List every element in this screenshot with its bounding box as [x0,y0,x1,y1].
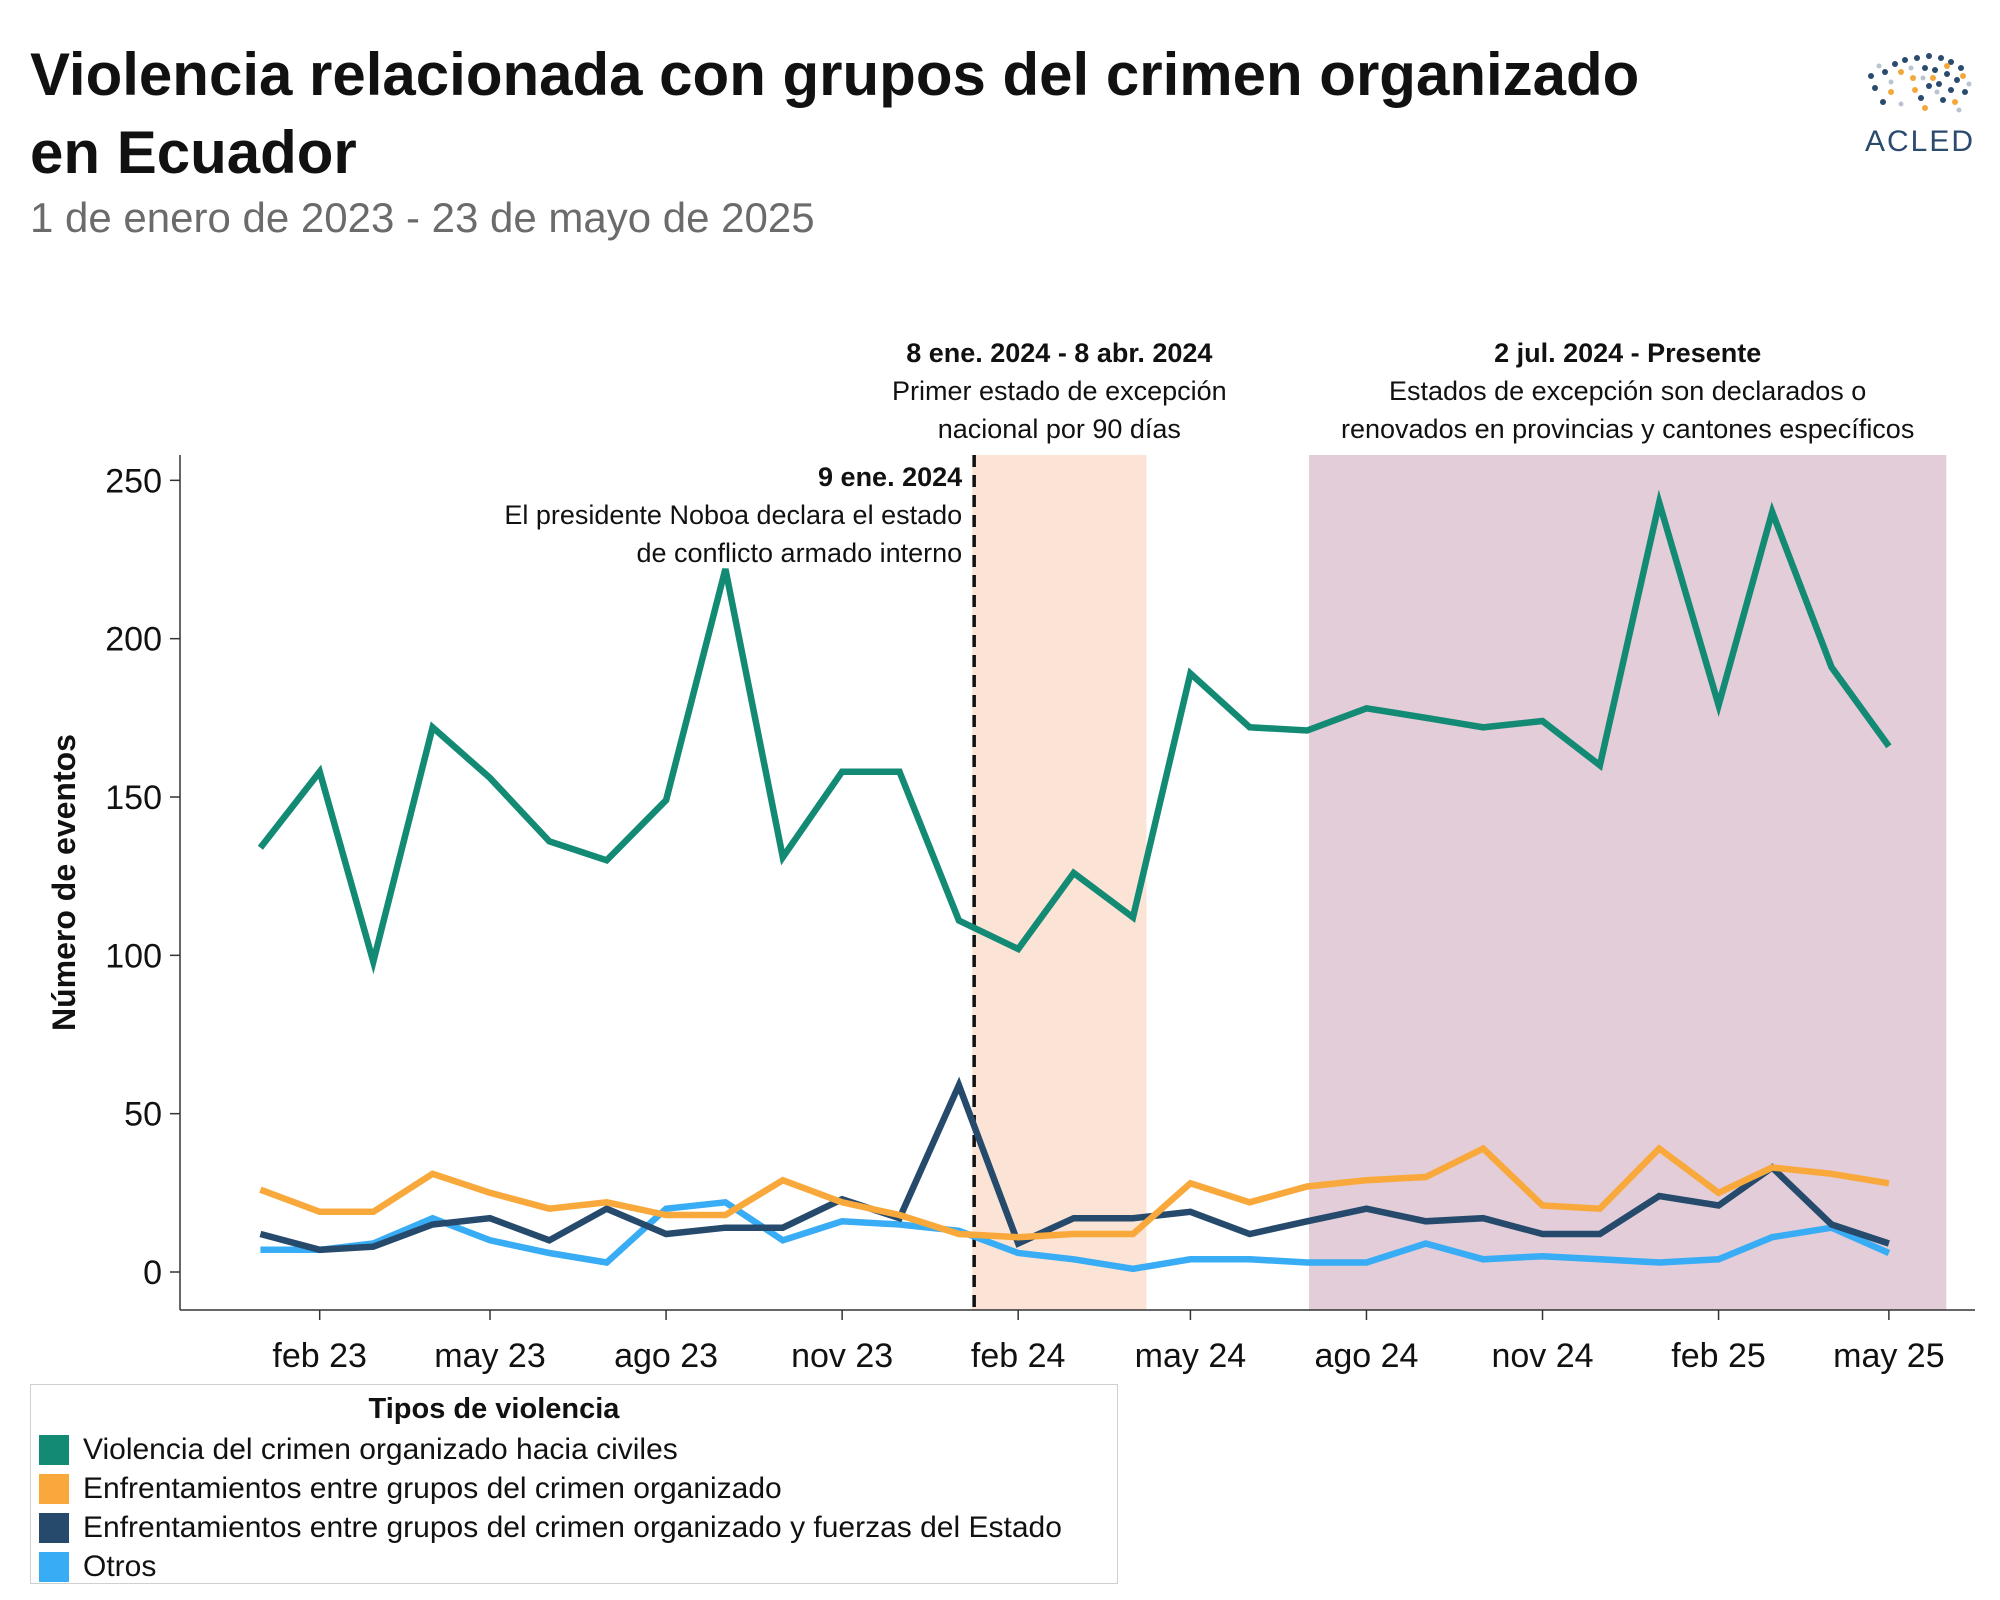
legend-swatch-grupos [39,1473,69,1504]
band-1-text-line-2: nacional por 90 días [938,414,1181,444]
y-tick-label-250: 250 [105,462,162,500]
x-tick-label-9: may 25 [1833,1337,1945,1375]
series-line-4 [260,1198,1891,1273]
legend-title: Tipos de violencia [368,1393,620,1425]
band-2-date-label: 2 jul. 2024 - Presente [1494,338,1761,368]
y-tick-label-150: 150 [105,779,162,817]
legend-label-grupos: Enfrentamientos entre grupos del crimen … [83,1471,782,1505]
chart-title: Violencia relacionada con grupos del cri… [30,41,1640,186]
legend-item-civiles: Violencia del crimen organizado hacia ci… [31,1430,1117,1469]
y-axis-label: Número de eventos [46,734,82,1031]
y-tick-label-50: 50 [124,1096,162,1134]
x-tick-label-7: nov 24 [1491,1337,1593,1375]
x-tick-label-8: feb 25 [1671,1337,1766,1375]
bands-layer [972,455,1947,1310]
series-line-2 [259,1144,1890,1241]
y-tick-label-200: 200 [105,621,162,659]
legend-swatch-estado [39,1512,69,1543]
legend-label-otros: Otros [83,1549,157,1583]
acled-logo-text: ACLED [1864,125,1976,158]
x-tick-label-2: ago 23 [614,1337,718,1375]
legend-item-grupos: Enfrentamientos entre grupos del crimen … [31,1469,1117,1508]
y-tick-label-100: 100 [105,937,162,975]
series-lines-layer [257,489,1892,1273]
legend: Tipos de violencia Violencia del crimen … [30,1384,1118,1584]
chart-subtitle: 1 de enero de 2023 - 23 de mayo de 2025 [30,194,815,241]
legend-swatch-civiles [39,1434,69,1465]
band-1-text-line-1: Primer estado de excepción [892,376,1227,406]
x-tick-label-6: ago 24 [1314,1337,1418,1375]
axes-layer: 0 50 100 150 200 250 feb 23 may 23 ago 23 nov 23 f… [46,455,1975,1375]
vline-text-line-2: de conflicto armado interno [636,538,962,568]
x-tick-label-3: nov 23 [791,1337,893,1375]
vline-text-line-1: El presidente Noboa declara el estado [504,500,962,530]
band-2 [1309,455,1947,1310]
legend-item-otros: Otros [31,1547,1117,1586]
line-chart: 0 50 100 150 200 250 feb 23 may 23 ago 23 nov 23 f… [46,338,1975,1375]
legend-label-civiles: Violencia del crimen organizado hacia ci… [83,1432,678,1466]
x-tick-label-0: feb 23 [272,1337,367,1375]
annotations-layer: 8 ene. 2024 - 8 abr. 2024 Primer estado d… [504,338,1914,1310]
legend-swatch-otros [39,1551,69,1582]
vline-date-label: 9 ene. 2024 [818,462,962,492]
legend-item-estado: Enfrentamientos entre grupos del crimen … [31,1508,1117,1547]
band-1 [972,455,1147,1310]
x-tick-label-1: may 23 [434,1337,546,1375]
band-1-date-label: 8 ene. 2024 - 8 abr. 2024 [906,338,1212,368]
x-tick-label-5: may 24 [1135,1337,1247,1375]
y-tick-label-0: 0 [143,1254,162,1292]
series-line-3 [259,1076,1890,1254]
acled-globe-icon [1868,53,1972,113]
legend-label-estado: Enfrentamientos entre grupos del crimen … [83,1510,1062,1544]
band-2-text-line-1: Estados de excepción son declarados o [1389,376,1866,406]
band-2-text-line-2: renovados en provincias y cantones espec… [1341,414,1914,444]
series-line-1 [257,489,1892,975]
x-tick-label-4: feb 24 [971,1337,1066,1375]
